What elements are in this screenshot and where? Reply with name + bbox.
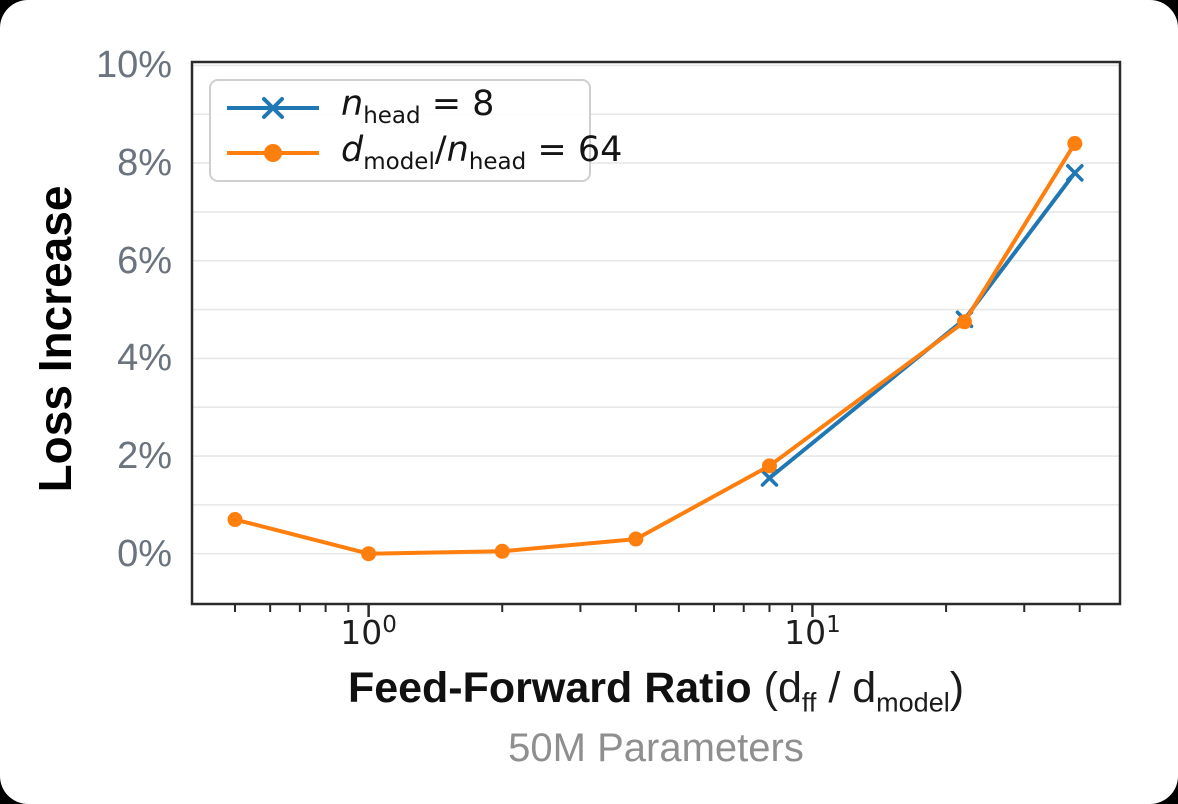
x-tick-label: 100 xyxy=(340,612,397,652)
y-tick-label: 6% xyxy=(117,239,172,282)
legend-line-circle-marker-icon xyxy=(227,144,319,163)
data-point-x xyxy=(1066,164,1084,182)
legend-item-dmodel-nhead-64: dmodel/nhead = 64 xyxy=(221,132,622,174)
legend-line-x-marker-icon xyxy=(227,96,319,119)
legend: nhead = 8 dmodel/nhead = 64 xyxy=(209,79,622,182)
legend-item-nhead-8: nhead = 8 xyxy=(221,87,581,128)
y-tick-labels: 0% 2% 4% 6% 8% 10% xyxy=(0,0,180,640)
y-tick-label: 8% xyxy=(117,142,172,185)
data-point-x xyxy=(760,469,779,487)
data-point-circle xyxy=(628,531,644,547)
legend-label: dmodel/nhead = 64 xyxy=(341,129,623,175)
data-point-circle xyxy=(1067,136,1083,152)
x-tick-label: 101 xyxy=(784,612,841,652)
y-tick-label: 0% xyxy=(117,532,172,575)
series-line-dmodel-over-nhead-64 xyxy=(233,141,1077,556)
legend-label: nhead = 8 xyxy=(341,84,495,130)
data-point-circle xyxy=(761,458,777,474)
x-axis-subtitle: 50M Parameters xyxy=(508,726,804,770)
data-point-circle xyxy=(361,546,377,562)
y-tick-label: 10% xyxy=(95,44,172,87)
x-tick-labels: 100 101 xyxy=(0,614,1178,674)
data-point-circle xyxy=(227,512,243,528)
plot-border xyxy=(190,60,1122,606)
y-tick-label: 4% xyxy=(117,337,172,380)
data-point-circle xyxy=(494,543,510,559)
data-point-circle xyxy=(956,314,972,330)
x-axis-label: Feed-Forward Ratio (dff / dmodel) xyxy=(347,664,965,718)
y-tick-label: 2% xyxy=(117,435,172,478)
